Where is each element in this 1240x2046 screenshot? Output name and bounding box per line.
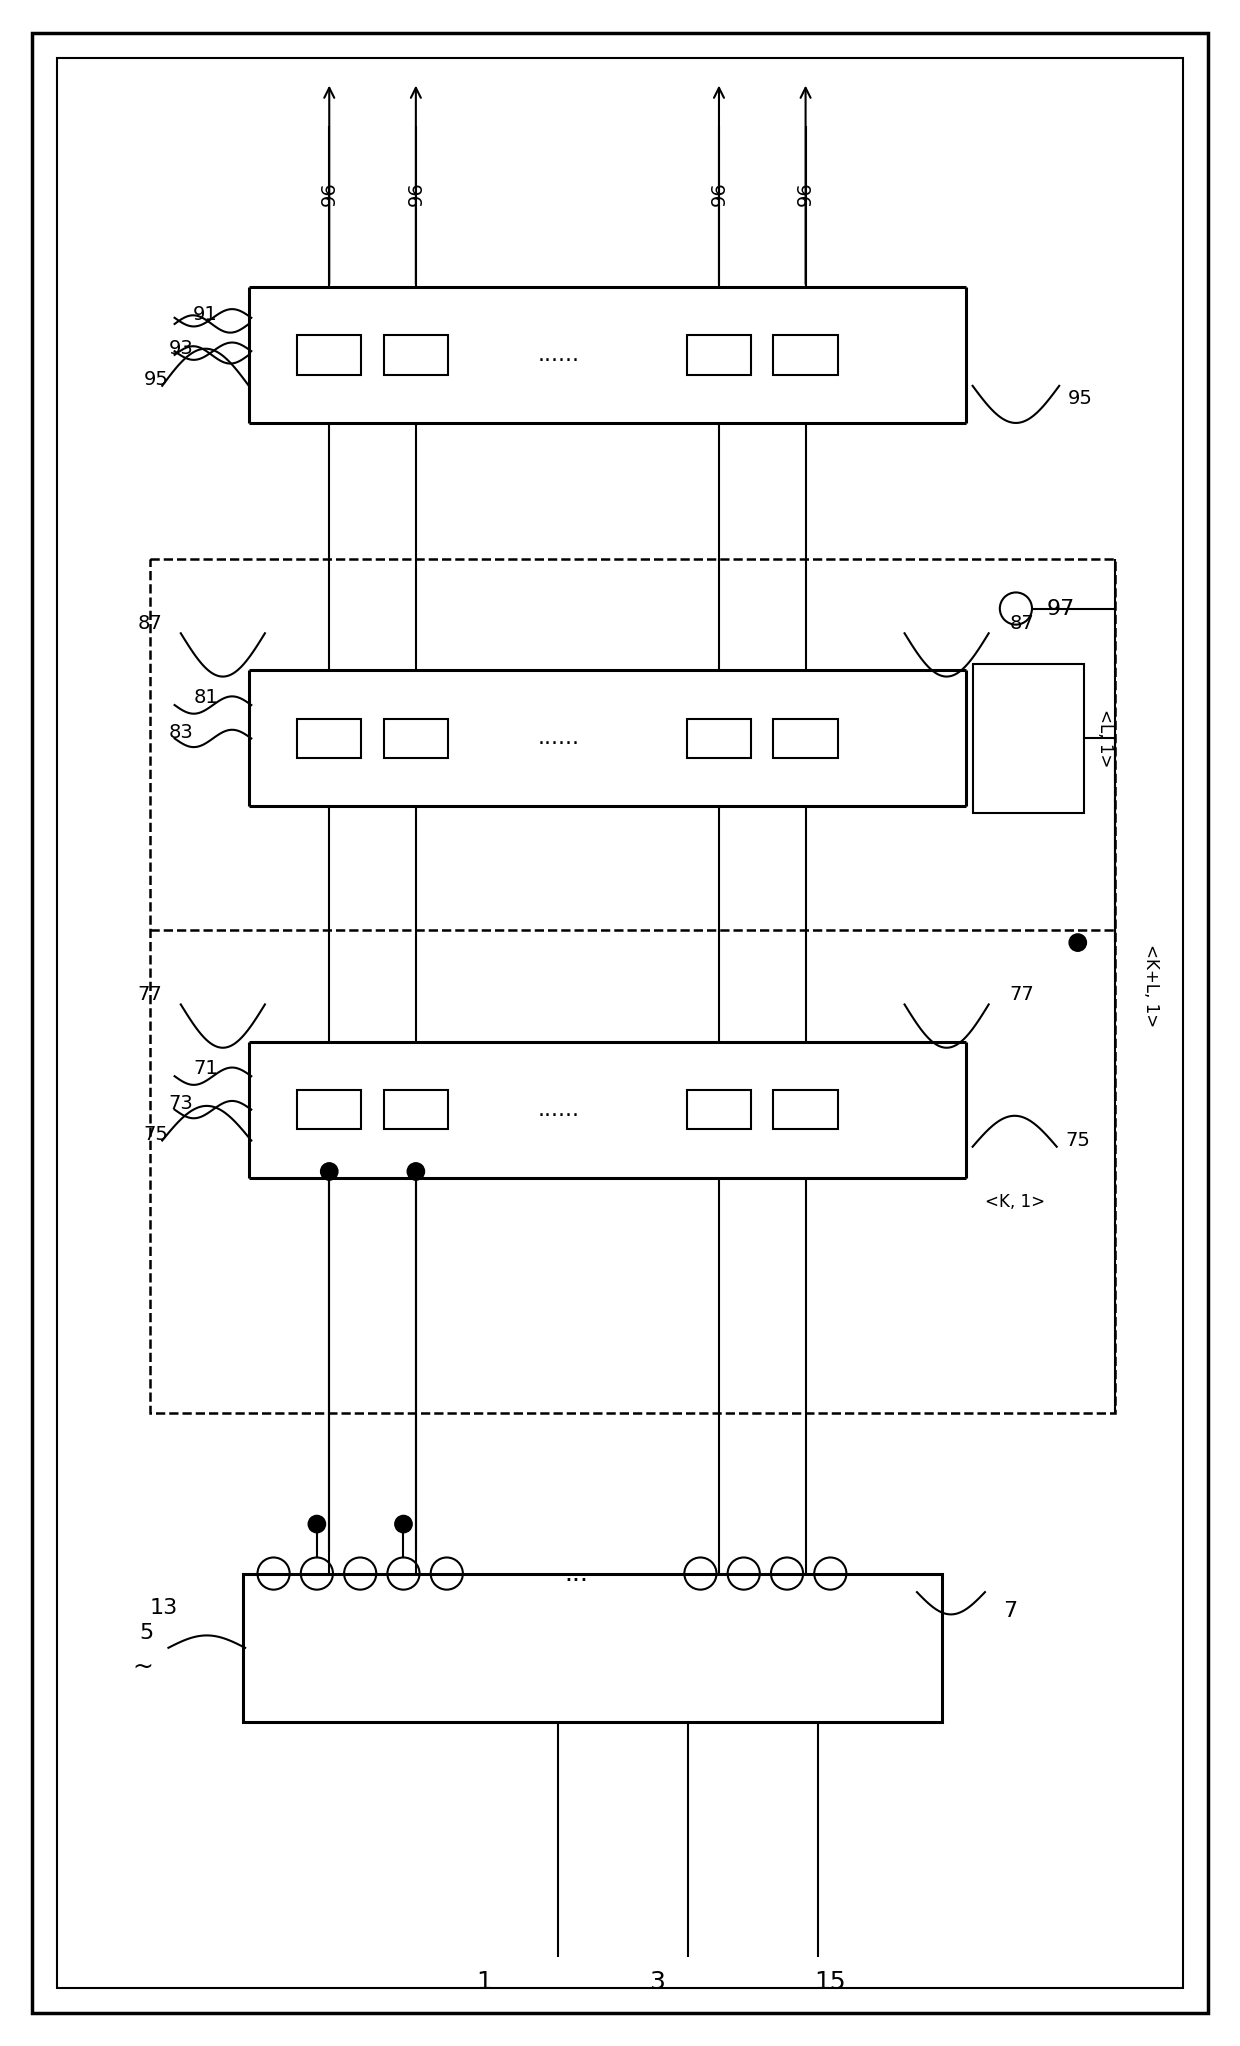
- Text: 96: 96: [796, 182, 815, 207]
- Text: 5: 5: [139, 1622, 154, 1643]
- Text: 13: 13: [150, 1598, 179, 1618]
- Text: 87: 87: [138, 614, 162, 632]
- Text: 15: 15: [815, 1970, 846, 1995]
- Bar: [774, 336, 838, 374]
- Text: ......: ......: [537, 1099, 579, 1119]
- Bar: [383, 718, 448, 759]
- Text: <L, 1>: <L, 1>: [1096, 710, 1115, 767]
- Text: 97: 97: [1047, 599, 1075, 618]
- Text: 77: 77: [1009, 984, 1034, 1005]
- Bar: [972, 665, 1084, 812]
- Bar: [243, 1573, 941, 1723]
- Text: 95: 95: [1068, 389, 1092, 407]
- Bar: [687, 336, 751, 374]
- Text: <K, 1>: <K, 1>: [985, 1193, 1045, 1211]
- Text: 75: 75: [1065, 1131, 1090, 1150]
- Text: ~: ~: [133, 1655, 154, 1678]
- Bar: [687, 718, 751, 759]
- Text: 73: 73: [169, 1095, 193, 1113]
- Bar: [298, 1091, 361, 1129]
- Text: 96: 96: [407, 182, 425, 207]
- Text: 1: 1: [476, 1970, 492, 1995]
- Bar: [298, 718, 361, 759]
- Text: 3: 3: [650, 1970, 665, 1995]
- Text: 81: 81: [193, 687, 218, 708]
- Bar: [774, 1091, 838, 1129]
- Bar: [383, 1091, 448, 1129]
- Circle shape: [1069, 933, 1086, 951]
- Text: 83: 83: [169, 722, 193, 743]
- Text: <K+L, 1>: <K+L, 1>: [1142, 945, 1161, 1027]
- Text: 96: 96: [709, 182, 728, 207]
- Bar: [687, 1091, 751, 1129]
- Bar: [150, 559, 1115, 1412]
- Circle shape: [321, 1162, 339, 1181]
- Text: 93: 93: [169, 340, 193, 358]
- Text: ......: ......: [537, 728, 579, 749]
- Bar: [383, 336, 448, 374]
- Text: 77: 77: [138, 984, 162, 1005]
- Circle shape: [394, 1516, 412, 1532]
- Bar: [774, 718, 838, 759]
- Text: ...: ...: [564, 1561, 589, 1586]
- Text: 87: 87: [1009, 614, 1034, 632]
- Bar: [298, 336, 361, 374]
- Circle shape: [407, 1162, 424, 1181]
- Text: 71: 71: [193, 1060, 218, 1078]
- Circle shape: [309, 1516, 326, 1532]
- Text: 96: 96: [320, 182, 339, 207]
- Text: 75: 75: [144, 1125, 169, 1144]
- Text: ......: ......: [537, 346, 579, 364]
- Text: 7: 7: [1003, 1600, 1018, 1620]
- Text: 91: 91: [193, 305, 218, 323]
- Text: 95: 95: [144, 370, 169, 389]
